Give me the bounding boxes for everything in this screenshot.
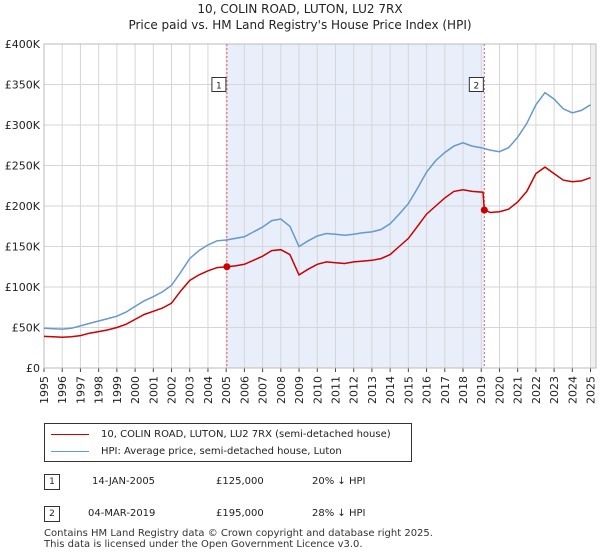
- row-2-date: 04-MAR-2019: [88, 507, 156, 519]
- x-tick-label-27: 2022: [530, 376, 543, 404]
- x-tick-label-5: 2000: [129, 376, 142, 404]
- x-tick-label-23: 2018: [457, 376, 470, 404]
- x-tick-label-24: 2019: [475, 376, 488, 404]
- x-tick-label-25: 2020: [493, 376, 506, 404]
- legend-label-property: 10, COLIN ROAD, LUTON, LU2 7RX (semi-det…: [101, 428, 391, 440]
- row-2-price: £195,000: [216, 507, 264, 519]
- x-tick-label-11: 2006: [238, 376, 251, 404]
- legend-item-property: 10, COLIN ROAD, LUTON, LU2 7RX (semi-det…: [51, 426, 391, 442]
- series-hpi-line: [43, 91, 591, 330]
- row-2-marker: 2: [44, 506, 60, 522]
- y-tick-label-6: £300K: [5, 119, 41, 132]
- x-tick-label-1: 1996: [56, 376, 69, 404]
- x-tick-label-21: 2016: [421, 376, 434, 404]
- marker-1-box: [211, 77, 227, 92]
- y-tick-label-0: £0: [26, 362, 40, 375]
- y-tick-label-5: £250K: [5, 160, 41, 173]
- legend-swatch-property: [51, 433, 89, 435]
- y-tick-label-2: £100K: [5, 281, 41, 294]
- legend-item-hpi: HPI: Average price, semi-detached house,…: [51, 443, 342, 459]
- footer-line-1: Contains HM Land Registry data © Crown c…: [44, 528, 433, 539]
- x-tick-label-15: 2010: [311, 376, 324, 404]
- x-tick-label-0: 1995: [38, 376, 51, 404]
- x-tick-label-20: 2015: [402, 376, 415, 404]
- x-tick-label-12: 2007: [257, 376, 270, 404]
- sale-point-2: [480, 206, 488, 214]
- marker-2-label: 2: [473, 82, 479, 92]
- x-tick-label-17: 2012: [348, 376, 361, 404]
- row-2-hpi: 28% ↓ HPI: [312, 507, 366, 519]
- x-tick-label-4: 1999: [111, 376, 124, 404]
- legend: 10, COLIN ROAD, LUTON, LU2 7RX (semi-det…: [44, 423, 412, 462]
- x-tick-label-6: 2001: [147, 376, 160, 404]
- x-tick-label-30: 2025: [585, 376, 598, 404]
- row-1-hpi: 20% ↓ HPI: [312, 475, 366, 487]
- sale-point-1: [223, 263, 231, 271]
- marker-2-box: [468, 77, 484, 92]
- y-tick-label-7: £350K: [5, 79, 41, 92]
- x-tick-label-9: 2004: [202, 376, 215, 404]
- x-tick-label-29: 2024: [566, 376, 579, 404]
- x-tick-label-28: 2023: [548, 376, 561, 404]
- x-tick-label-22: 2017: [439, 376, 452, 404]
- footer-line-2: This data is licensed under the Open Gov…: [44, 539, 363, 550]
- x-tick-label-26: 2021: [512, 376, 525, 404]
- chart-title: 10, COLIN ROAD, LUTON, LU2 7RX: [197, 2, 403, 16]
- x-tick-label-10: 2005: [220, 376, 233, 404]
- price-chart: £0 £50K £100K £150K £200K £250K £300K £350K £400…: [5, 38, 598, 404]
- legend-swatch-hpi: [51, 450, 89, 452]
- legend-label-hpi: HPI: Average price, semi-detached house,…: [101, 445, 342, 457]
- footer: Contains HM Land Registry data © Crown c…: [44, 528, 433, 550]
- x-tick-label-7: 2002: [166, 376, 179, 404]
- y-tick-label-4: £200K: [5, 200, 41, 213]
- chart-subtitle: Price paid vs. HM Land Registry's House …: [128, 18, 472, 32]
- y-tick-label-3: £150K: [5, 241, 41, 254]
- x-tick-label-8: 2003: [184, 376, 197, 404]
- y-tick-label-8: £400K: [5, 38, 41, 51]
- row-1-marker: 1: [44, 474, 60, 490]
- x-tick-label-13: 2008: [275, 376, 288, 404]
- x-tick-label-2: 1997: [74, 376, 87, 404]
- plot-frame: [43, 43, 597, 369]
- row-1-price: £125,000: [216, 475, 264, 487]
- x-tick-label-16: 2011: [329, 376, 342, 404]
- x-tick-label-19: 2014: [384, 376, 397, 404]
- x-tick-label-14: 2009: [293, 376, 306, 404]
- x-tick-label-3: 1998: [93, 376, 106, 404]
- marker-1-label: 1: [216, 82, 222, 92]
- row-1-date: 14-JAN-2005: [92, 475, 156, 487]
- y-tick-label-1: £50K: [12, 322, 41, 335]
- x-tick-label-18: 2013: [366, 376, 379, 404]
- series-property-line: [43, 166, 591, 338]
